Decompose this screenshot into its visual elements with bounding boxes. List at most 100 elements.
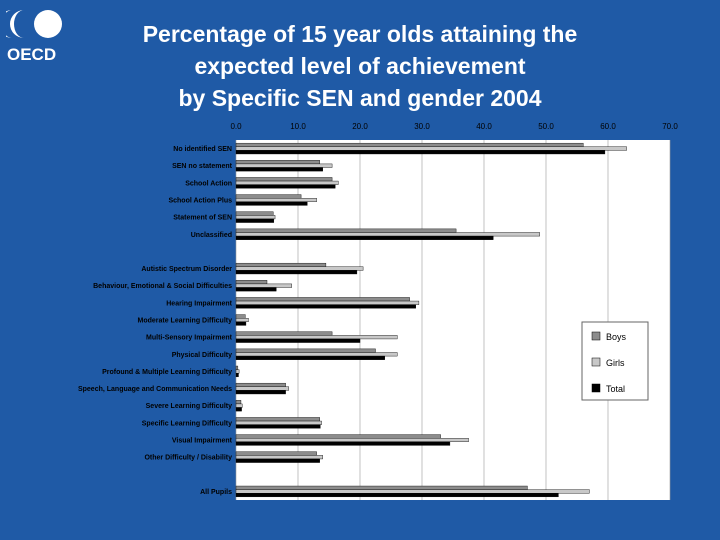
bar-boys bbox=[235, 262, 327, 267]
bar-total bbox=[235, 235, 494, 240]
bar-total bbox=[235, 218, 275, 223]
category-label: Physical Difficulty bbox=[172, 352, 232, 359]
bar-girls bbox=[235, 283, 292, 288]
bar-girls bbox=[235, 318, 249, 323]
category-label: SEN no statement bbox=[172, 163, 233, 170]
category-label: No identified SEN bbox=[173, 146, 232, 153]
logo-text: OECD bbox=[7, 45, 56, 64]
bar-girls bbox=[235, 266, 364, 271]
bar-girls bbox=[235, 352, 398, 357]
x-tick-label: 20.0 bbox=[352, 122, 368, 131]
bar-total bbox=[235, 373, 239, 378]
bar-girls bbox=[235, 197, 317, 202]
category-label: School Action bbox=[185, 180, 232, 187]
bar-total bbox=[235, 424, 321, 429]
bar-girls bbox=[235, 335, 398, 340]
bar-girls bbox=[235, 420, 322, 425]
bar-total bbox=[235, 321, 247, 326]
category-labels: No identified SEN SEN no statement School … bbox=[78, 146, 233, 496]
bar-girls bbox=[235, 232, 540, 237]
bar-girls bbox=[235, 146, 627, 151]
plot-area bbox=[236, 140, 670, 500]
bar-girls bbox=[235, 386, 289, 391]
bar-girls bbox=[235, 438, 469, 443]
category-label: Statement of SEN bbox=[173, 215, 232, 222]
bar-boys bbox=[235, 297, 410, 302]
legend-label-boys: Boys bbox=[606, 332, 627, 342]
category-label: Unclassified bbox=[191, 232, 232, 239]
bar-total bbox=[235, 167, 324, 172]
x-tick-label: 70.0 bbox=[662, 122, 678, 131]
category-label: Moderate Learning Difficulty bbox=[137, 318, 232, 325]
bar-boys bbox=[235, 434, 441, 439]
x-tick-label: 40.0 bbox=[476, 122, 492, 131]
x-tick-label: 50.0 bbox=[538, 122, 554, 131]
bar-total bbox=[235, 390, 286, 395]
category-label: Severe Learning Difficulty bbox=[146, 403, 232, 410]
bar-total bbox=[235, 458, 320, 463]
bar-total bbox=[235, 338, 361, 343]
legend-label-total: Total bbox=[606, 384, 625, 394]
bar-total bbox=[235, 441, 451, 446]
bar-boys bbox=[235, 485, 528, 490]
legend-swatch-girls bbox=[591, 357, 601, 367]
category-label: Visual Impairment bbox=[172, 438, 233, 445]
bar-girls bbox=[235, 300, 420, 305]
bar-boys bbox=[235, 211, 274, 216]
legend-swatch-total bbox=[591, 383, 601, 393]
bar-total bbox=[235, 304, 417, 309]
legend-swatch-boys bbox=[591, 331, 601, 341]
bar-total bbox=[235, 184, 336, 189]
x-axis-tick-labels: 0.0 10.0 20.0 30.0 40.0 50.0 60.0 70.0 bbox=[230, 122, 678, 131]
category-label: Other Difficulty / Disability bbox=[144, 455, 232, 462]
category-label: Hearing Impairment bbox=[166, 300, 232, 307]
category-label: School Action Plus bbox=[168, 198, 232, 205]
bar-total bbox=[235, 270, 358, 275]
oecd-logo-icon: OECD bbox=[6, 10, 62, 64]
bar-boys bbox=[235, 194, 302, 199]
title-line-2: expected level of achievement bbox=[194, 53, 526, 79]
bar-boys bbox=[235, 417, 320, 422]
bar-total bbox=[235, 407, 242, 412]
bar-total bbox=[235, 493, 559, 498]
category-label: Multi-Sensory Impairment bbox=[146, 335, 233, 342]
bar-girls bbox=[235, 163, 333, 168]
bar-boys bbox=[235, 228, 457, 233]
bar-boys bbox=[235, 142, 584, 147]
bar-total bbox=[235, 201, 308, 206]
title-line-3: by Specific SEN and gender 2004 bbox=[178, 85, 542, 111]
category-label: All Pupils bbox=[200, 489, 232, 496]
bar-girls bbox=[235, 403, 243, 408]
bar-boys bbox=[235, 177, 333, 182]
category-label: Behaviour, Emotional & Social Difficulti… bbox=[93, 283, 232, 290]
bar-boys bbox=[235, 280, 268, 285]
x-tick-label: 0.0 bbox=[230, 122, 242, 131]
bar-girls bbox=[235, 455, 324, 460]
bar-girls bbox=[235, 489, 590, 494]
bar-total bbox=[235, 355, 386, 360]
bar-boys bbox=[235, 348, 376, 353]
title-line-1: Percentage of 15 year olds attaining the bbox=[142, 21, 578, 47]
bar-boys bbox=[235, 451, 317, 456]
bar-girls bbox=[235, 369, 240, 374]
bar-boys bbox=[235, 160, 320, 165]
bar-boys bbox=[235, 331, 333, 336]
bar-boys bbox=[235, 400, 242, 405]
category-label: Autistic Spectrum Disorder bbox=[141, 266, 232, 273]
category-label: Profound & Multiple Learning Difficulty bbox=[102, 369, 232, 376]
bar-boys bbox=[235, 382, 286, 387]
bars bbox=[235, 142, 627, 498]
legend: Boys Girls Total bbox=[581, 321, 649, 401]
bar-boys bbox=[235, 314, 246, 319]
legend-label-girls: Girls bbox=[606, 358, 625, 368]
bar-total bbox=[235, 287, 277, 292]
category-label: Specific Learning Difficulty bbox=[142, 420, 232, 427]
chart-title: Percentage of 15 year olds attaining the… bbox=[80, 18, 640, 114]
category-label: Speech, Language and Communication Needs bbox=[78, 386, 232, 393]
bar-girls bbox=[235, 180, 339, 185]
bar-girls bbox=[235, 215, 276, 220]
bar-total bbox=[235, 150, 606, 155]
x-tick-label: 30.0 bbox=[414, 122, 430, 131]
bar-boys bbox=[235, 365, 239, 370]
